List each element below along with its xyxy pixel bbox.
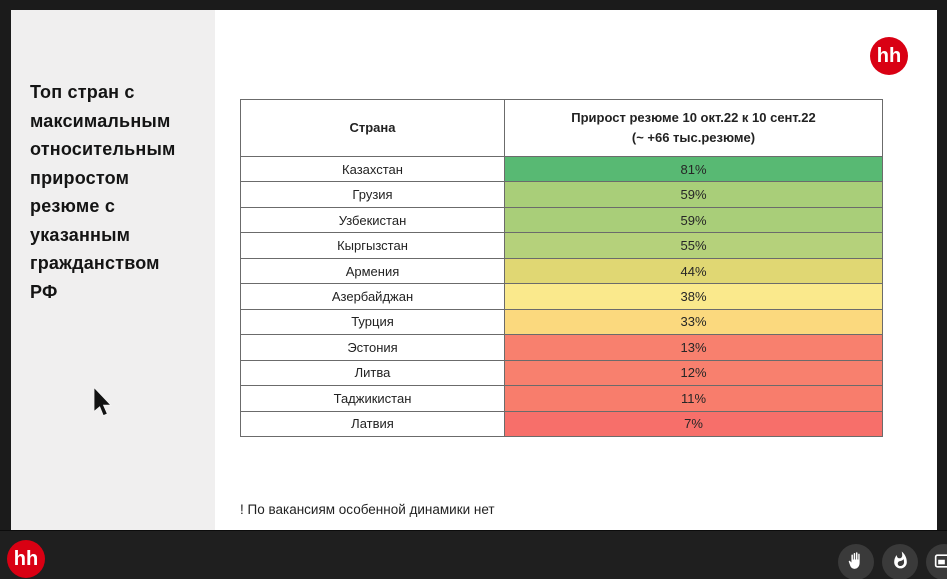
table-row: Узбекистан 59% [241,206,882,233]
value-cell: 7% [505,411,882,436]
slide-title: Топ стран с максимальным относительным п… [30,82,176,302]
value-cell: 38% [505,284,882,309]
country-cell: Кыргызстан [241,233,505,258]
value-cell: 12% [505,360,882,386]
country-cell: Латвия [241,411,505,436]
table-row: Турция 33% [241,308,882,335]
hh-logo-bottom: hh [7,540,45,578]
country-cell: Литва [241,360,505,386]
vacancies-note: ! По вакансиям особенной динамики нет [240,502,495,517]
value-cell: 59% [505,207,882,233]
value-cell: 44% [505,258,882,284]
slide-content-area: hh Страна Прирост резюме 10 окт.22 к 10 … [215,10,937,530]
table-header-row: Страна Прирост резюме 10 окт.22 к 10 сен… [241,100,882,156]
table-row: Таджикистан 11% [241,385,882,411]
fire-reaction-button[interactable] [882,544,918,579]
value-cell: 81% [505,157,882,182]
table-row: Латвия 7% [241,410,882,436]
table-row: Кыргызстан 55% [241,232,882,258]
country-cell: Казахстан [241,157,505,182]
table-row: Армения 44% [241,257,882,284]
country-cell: Азербайджан [241,284,505,309]
slide-sidebar: Топ стран с максимальным относительным п… [11,10,216,530]
column-header-growth: Прирост резюме 10 окт.22 к 10 сент.22 (~… [571,109,816,145]
table-row: Эстония 13% [241,334,882,360]
column-header-country: Страна [241,100,505,156]
raise-hand-icon [846,550,867,574]
country-cell: Узбекистан [241,207,505,233]
table-row: Грузия 59% [241,181,882,207]
country-cell: Армения [241,258,505,284]
table-row: Азербайджан 38% [241,283,882,309]
country-cell: Грузия [241,182,505,207]
country-cell: Таджикистан [241,386,505,411]
screen-share-button[interactable] [926,544,947,579]
raise-hand-button[interactable] [838,544,874,579]
screen-share-icon [934,551,947,574]
value-cell: 13% [505,335,882,360]
country-cell: Турция [241,309,505,335]
value-cell: 55% [505,233,882,258]
value-cell: 33% [505,309,882,335]
value-cell: 11% [505,386,882,411]
table-row: Литва 12% [241,359,882,386]
country-cell: Эстония [241,335,505,360]
table-row: Казахстан 81% [241,156,882,182]
value-cell: 59% [505,182,882,207]
player-bottom-bar: hh [0,530,947,579]
countries-table: Страна Прирост резюме 10 окт.22 к 10 сен… [240,99,883,437]
fire-icon [891,551,910,573]
hh-logo-top: hh [870,37,908,75]
